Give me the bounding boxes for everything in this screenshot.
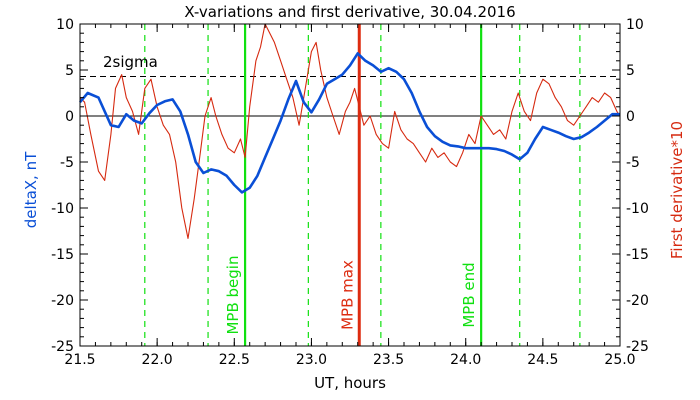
x-tick-label: 22.5 xyxy=(219,352,250,368)
x-tick-label: 23.5 xyxy=(373,352,404,368)
sigma-label: 2sigma xyxy=(103,53,158,71)
plot-frame xyxy=(79,23,621,347)
x-axis-label: UT, hours xyxy=(314,374,386,392)
y-tick-label-left: -5 xyxy=(60,155,74,171)
x-tick-label: 24.5 xyxy=(527,352,558,368)
y-tick-label-left: 0 xyxy=(65,109,74,125)
y-tick-label-right: -25 xyxy=(626,339,649,355)
x-tick-label: 24.0 xyxy=(450,352,481,368)
y-tick-label-left: -10 xyxy=(51,201,74,217)
x-tick-label: 25.0 xyxy=(604,352,635,368)
series-line-deltax xyxy=(79,52,620,194)
y-axis-label-right: First derivative*10 xyxy=(668,121,686,259)
ticks-layer: 21.5 22.0 22.5 23.0 23.5 24.0 24.5 25.0 10 10 5 5 0 0… xyxy=(51,17,649,368)
y-tick-label-left: 5 xyxy=(65,63,74,79)
marker-label: MPB end xyxy=(460,262,478,327)
y-tick-label-right: -15 xyxy=(626,247,649,263)
series-line-derivative xyxy=(79,23,621,239)
series-layer xyxy=(79,23,621,346)
y-tick-label-left: -25 xyxy=(51,339,74,355)
x-tick-label: 23.0 xyxy=(296,352,327,368)
x-tick-label: 22.0 xyxy=(142,352,173,368)
x-tick-label: 21.5 xyxy=(64,352,95,368)
y-tick-label-right: 0 xyxy=(626,109,635,125)
y-tick-label-right: -5 xyxy=(626,155,640,171)
marker-label: MPB begin xyxy=(224,255,242,334)
y-tick-label-left: -15 xyxy=(51,247,74,263)
y-axis-label-left: deltaX, nT xyxy=(22,151,40,228)
y-tick-label-right: -10 xyxy=(626,201,649,217)
labels-layer: X-variations and first derivative, 30.04… xyxy=(22,3,686,392)
y-tick-label-left: 10 xyxy=(56,17,74,33)
chart-title: X-variations and first derivative, 30.04… xyxy=(184,3,515,21)
y-tick-label-right: 5 xyxy=(626,63,635,79)
y-tick-label-right: 10 xyxy=(626,17,644,33)
axes-layer xyxy=(79,23,621,347)
y-tick-label-left: -20 xyxy=(51,293,74,309)
y-tick-label-right: -20 xyxy=(626,293,649,309)
marker-label: MPB max xyxy=(338,260,356,330)
